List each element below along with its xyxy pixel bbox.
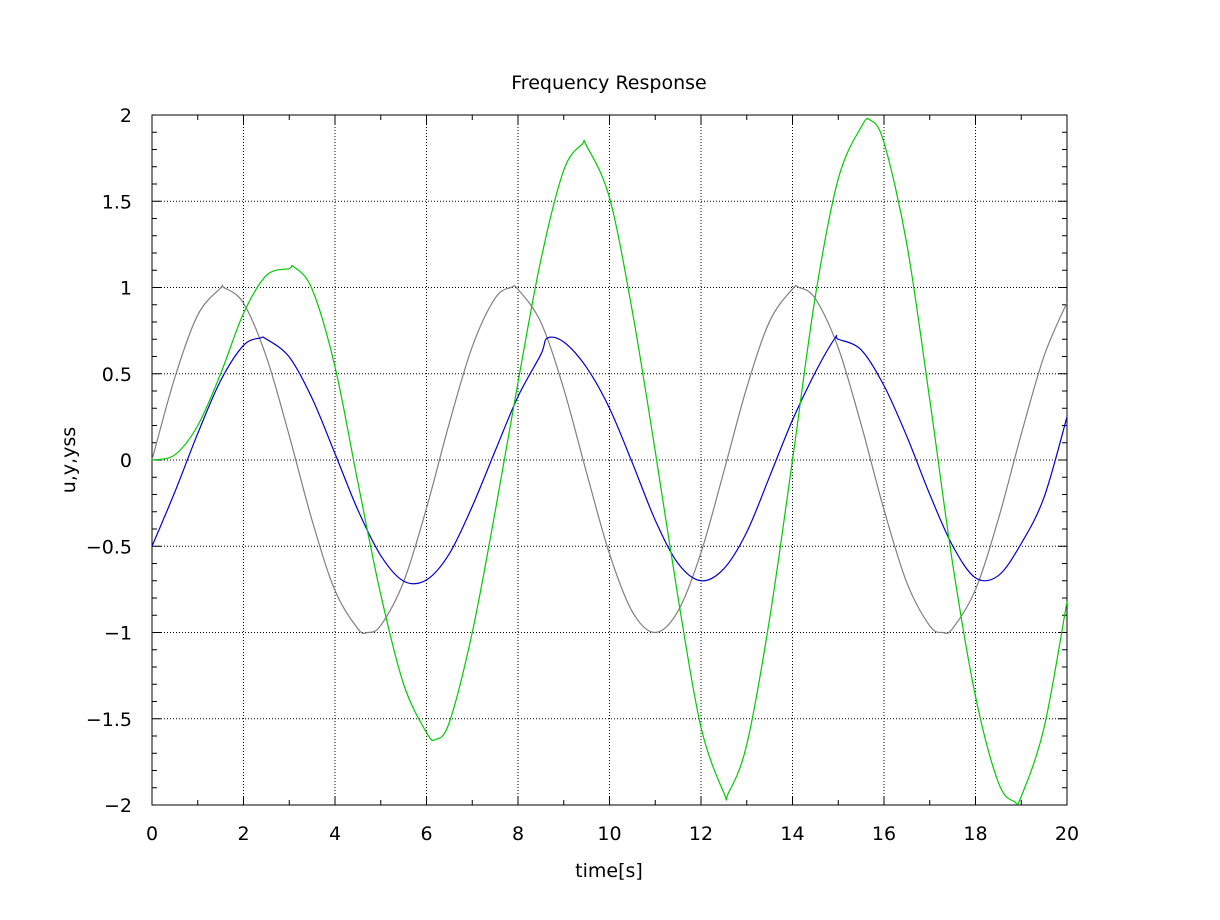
y-tick-label: −1.5	[86, 709, 132, 731]
y-axis-label: u,y,yss	[58, 427, 80, 493]
x-tick-label: 18	[963, 823, 987, 845]
x-tick-label: 12	[689, 823, 713, 845]
x-tick-label: 8	[512, 823, 524, 845]
x-tick-label: 4	[329, 823, 341, 845]
y-tick-label: 1	[120, 278, 132, 300]
x-tick-label: 2	[237, 823, 249, 845]
series-layer	[151, 118, 1068, 806]
series-line-2	[151, 334, 1068, 585]
x-tick-label: 10	[597, 823, 621, 845]
x-tick-label: 16	[872, 823, 896, 845]
y-tick-label: −2	[104, 795, 132, 817]
y-tick-label: 1.5	[102, 191, 132, 213]
y-tick-label: 0	[120, 450, 132, 472]
x-axis-label: time[s]	[575, 860, 643, 882]
x-tick-label: 20	[1055, 823, 1079, 845]
x-tick-label: 14	[780, 823, 804, 845]
chart-title: Frequency Response	[511, 72, 706, 94]
y-tick-label: −1	[104, 623, 132, 645]
series-line-1	[151, 284, 1068, 635]
y-tick-label: −0.5	[86, 536, 132, 558]
x-tick-label: 0	[146, 823, 158, 845]
y-tick-label: 2	[120, 105, 132, 127]
x-tick-label: 6	[420, 823, 432, 845]
y-tick-label: 0.5	[102, 364, 132, 386]
series-line-3	[151, 118, 1068, 806]
tick-labels: 0 2 4 6 8 10 12 14 16 18 20 2 1.5 1 0.5 0 −0.5 −1 −1.5 −2	[86, 105, 1079, 845]
